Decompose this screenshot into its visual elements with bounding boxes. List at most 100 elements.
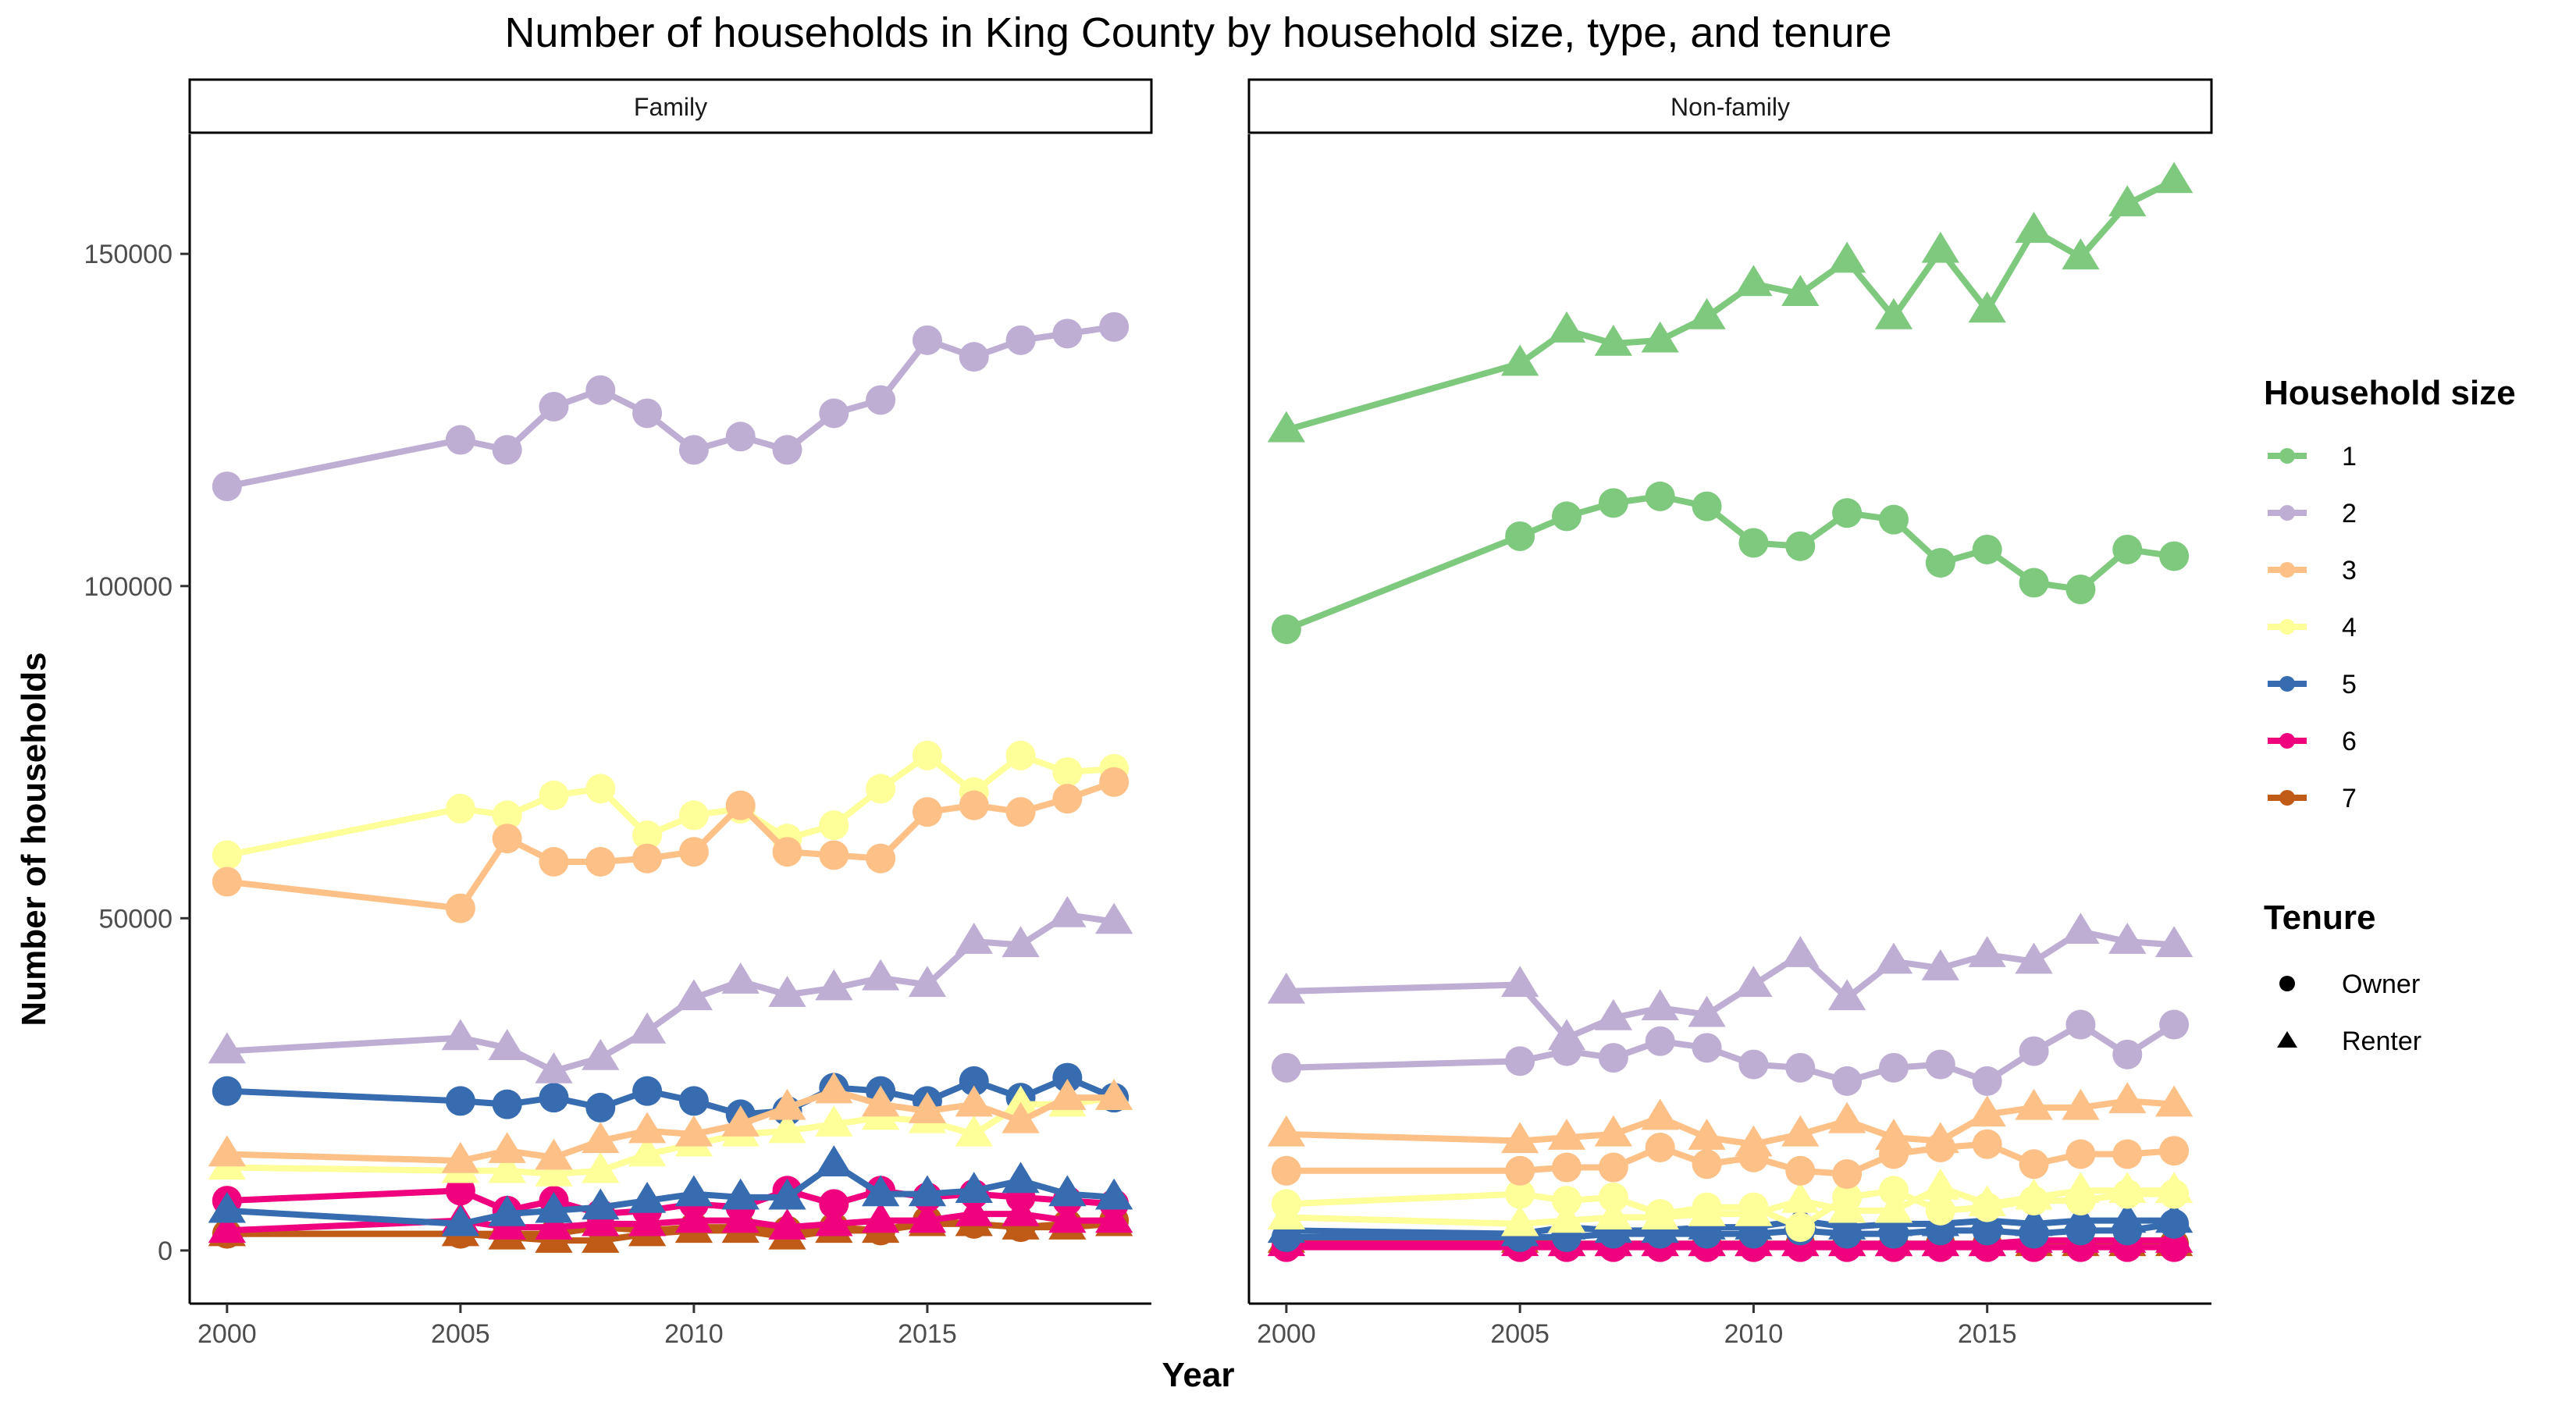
data-point-owner — [725, 422, 756, 452]
y-tick-label: 50000 — [98, 904, 173, 934]
data-point-owner — [2159, 1009, 2190, 1040]
data-point-renter — [2062, 238, 2100, 270]
data-point-renter — [1048, 1078, 1087, 1110]
legend: Household size 1 2 3 4 5 6 7 Tenure Owner Renter — [2264, 374, 2516, 1056]
data-point-owner — [819, 1189, 849, 1219]
data-point-owner — [445, 793, 475, 824]
data-point-renter — [488, 1029, 526, 1061]
data-point-owner — [492, 824, 522, 854]
data-point-renter — [1968, 1095, 2006, 1127]
data-point-renter — [2015, 1178, 2053, 1210]
data-point-owner — [959, 342, 989, 372]
data-point-renter — [2108, 1201, 2147, 1233]
data-point-renter — [2062, 1088, 2100, 1120]
x-tick-label: 2010 — [1724, 1319, 1784, 1349]
legend-entry-label: 5 — [2342, 670, 2357, 699]
data-point-owner — [445, 1086, 475, 1116]
data-point-owner — [585, 774, 616, 804]
data-point-renter — [861, 1175, 900, 1207]
data-point-renter — [1002, 1194, 1040, 1226]
data-point-owner — [1505, 1155, 1535, 1186]
series-line — [1286, 928, 2175, 1041]
data-point-renter — [674, 979, 713, 1011]
series-line — [226, 1074, 1115, 1118]
facet-panel-non-family: Non-family 2000 2005 2010 2015 — [1247, 78, 2213, 1349]
data-point-renter — [1688, 1119, 1726, 1150]
data-point-owner — [1878, 1176, 1909, 1206]
data-point-owner — [866, 774, 896, 804]
data-point-renter — [2062, 913, 2100, 945]
data-point-owner — [2065, 575, 2096, 605]
y-tick-label: 0 — [158, 1236, 173, 1266]
legend-entry-size-3: 3 — [2268, 556, 2357, 585]
data-point-renter — [1874, 1119, 1913, 1150]
data-point-renter — [1688, 995, 1726, 1027]
data-point-renter — [1501, 1204, 1539, 1236]
data-point-owner — [1005, 797, 1036, 827]
data-point-renter — [1267, 411, 1306, 443]
data-point-owner — [1832, 1159, 1863, 1190]
data-point-owner — [632, 843, 663, 874]
x-tick-label: 2005 — [431, 1319, 490, 1349]
data-point-renter — [1827, 1101, 1866, 1133]
data-point-renter — [955, 922, 993, 954]
data-point-owner — [585, 1092, 616, 1123]
series-line — [1286, 1217, 2175, 1237]
series-line — [226, 779, 1115, 912]
data-point-owner — [1785, 531, 1816, 561]
data-point-renter — [2154, 1085, 2194, 1117]
data-point-renter — [1048, 895, 1087, 927]
data-point-owner — [678, 1086, 709, 1116]
series-line — [226, 1094, 1115, 1178]
data-point-renter — [1547, 1201, 1586, 1233]
data-point-owner — [1972, 1066, 2002, 1096]
legend-entry-label: 7 — [2342, 784, 2357, 813]
data-point-renter — [1095, 1078, 1133, 1110]
data-point-owner — [2065, 1009, 2096, 1040]
data-point-renter — [2154, 1172, 2194, 1204]
data-point-renter — [721, 1201, 760, 1233]
data-point-owner — [1785, 1155, 1816, 1186]
data-point-owner — [2112, 1039, 2143, 1069]
data-point-renter — [208, 1032, 246, 1064]
series-size-4-owner — [212, 740, 1130, 870]
data-point-owner — [1271, 1155, 1301, 1186]
data-point-renter — [674, 1115, 713, 1147]
data-point-owner — [1645, 1026, 1675, 1056]
data-point-owner — [1271, 614, 1301, 645]
data-point-owner — [2112, 534, 2143, 564]
series-line — [226, 912, 1115, 1075]
data-point-renter — [1968, 936, 2006, 967]
data-point-renter — [1095, 902, 1133, 934]
data-point-renter — [1594, 1198, 1633, 1230]
data-point-renter — [535, 1138, 573, 1170]
facet-panel-family: Family 2000 2005 2010 2015 0 50000 100000 150000 — [84, 78, 1153, 1349]
data-point-owner — [1972, 1129, 2002, 1159]
data-point-renter — [1002, 1101, 1040, 1133]
data-point-owner — [2065, 1139, 2096, 1169]
data-point-owner — [445, 425, 475, 455]
chart-title: Number of households in King County by h… — [504, 9, 1891, 56]
data-point-renter — [582, 1038, 620, 1070]
data-point-owner — [212, 471, 242, 502]
series-line — [1286, 1184, 2175, 1227]
series-size-2-renter — [1267, 913, 2194, 1051]
data-point-renter — [628, 1204, 667, 1236]
data-point-renter — [582, 1204, 620, 1236]
data-point-owner — [492, 1089, 522, 1119]
data-point-renter — [1735, 966, 1773, 998]
facet-strip — [188, 78, 1153, 134]
data-point-renter — [861, 1201, 900, 1233]
data-point-owner — [1505, 1046, 1535, 1076]
data-point-renter — [1002, 926, 1040, 958]
legend-key-dot — [2279, 448, 2295, 464]
data-point-owner — [1005, 740, 1036, 770]
data-point-owner — [585, 375, 616, 405]
data-point-renter — [674, 1201, 713, 1233]
data-point-renter — [2108, 185, 2147, 217]
data-point-owner — [1552, 1186, 1582, 1216]
data-point-renter — [2154, 1201, 2194, 1233]
legend-entry-size-5: 5 — [2268, 670, 2357, 699]
data-point-renter — [1547, 1119, 1586, 1150]
data-point-renter — [1547, 1019, 1586, 1051]
